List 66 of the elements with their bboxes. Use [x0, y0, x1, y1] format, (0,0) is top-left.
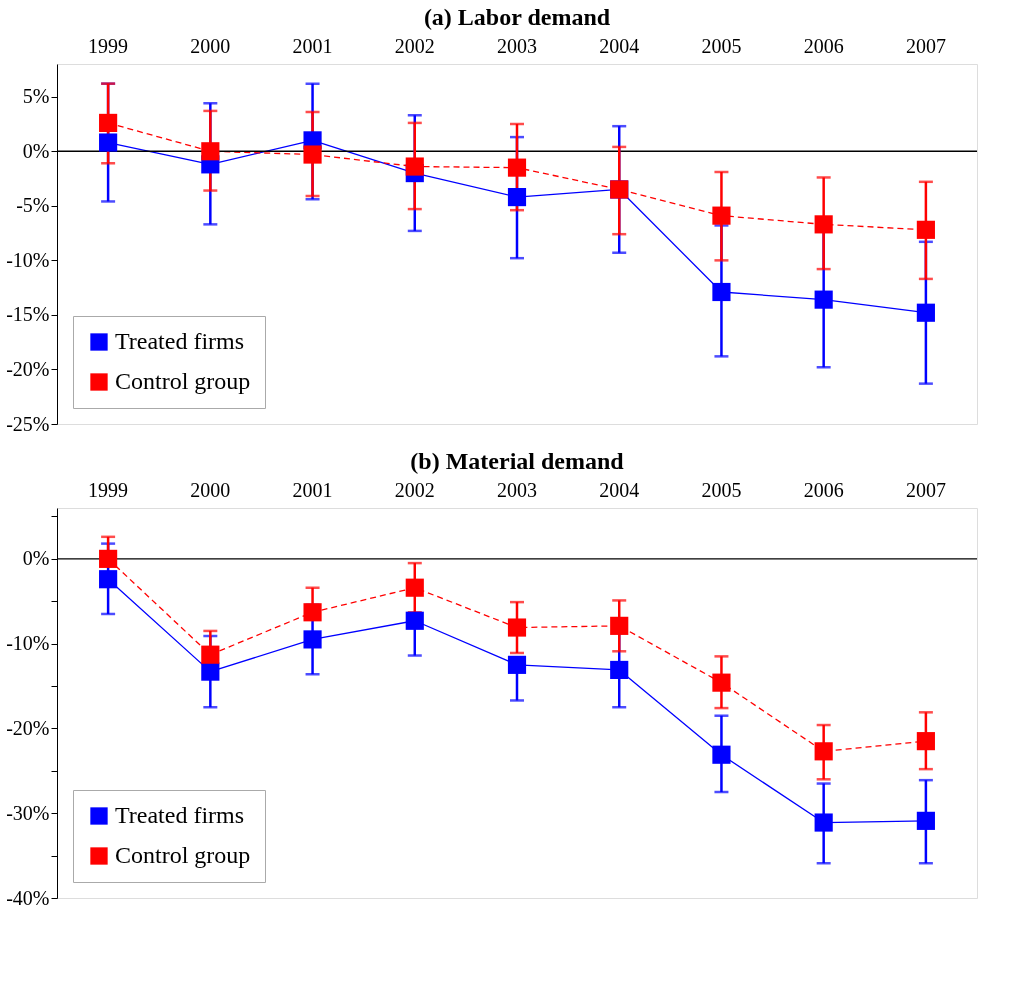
y-tick-label: -20%: [6, 716, 50, 739]
y-tick-label: 0%: [22, 139, 50, 162]
x-tick-label: 2001: [292, 478, 333, 501]
x-tick-label: 1999: [88, 478, 129, 501]
x-tick-label: 2003: [497, 34, 537, 57]
legend-label: Treated firms: [115, 328, 245, 354]
point: [610, 616, 629, 635]
x-tick-label: 2002: [394, 478, 435, 501]
point: [405, 578, 424, 597]
y-tick-label: -10%: [6, 632, 50, 655]
point: [405, 157, 424, 176]
point: [712, 282, 731, 302]
x-tick-label: 2002: [394, 34, 435, 57]
legend-label: Control group: [115, 368, 251, 394]
point: [610, 660, 629, 680]
y-tick-label: -10%: [6, 248, 50, 271]
point: [814, 813, 833, 832]
point: [201, 645, 220, 664]
point: [507, 188, 527, 207]
y-tick-label: -25%: [6, 412, 50, 435]
point: [303, 145, 322, 164]
x-tick-label: 2006: [803, 34, 844, 57]
x-tick-label: 2005: [701, 478, 742, 501]
x-tick-label: 2004: [599, 478, 640, 501]
legend-label: Control group: [115, 842, 251, 868]
x-tick-label: 2004: [599, 34, 640, 57]
y-tick-label: -20%: [6, 357, 50, 380]
y-tick-label: 0%: [22, 547, 50, 570]
x-tick-label: 2000: [190, 34, 231, 57]
point: [303, 603, 322, 622]
point: [712, 745, 731, 764]
point: [814, 215, 833, 234]
chart-title: (b) Material demand: [410, 448, 625, 474]
point: [201, 142, 220, 161]
point: [99, 113, 118, 132]
point: [507, 618, 527, 637]
x-tick-label: 2001: [292, 34, 333, 57]
point: [916, 811, 935, 830]
point: [814, 742, 833, 761]
point: [99, 570, 118, 589]
x-tick-label: 2003: [497, 478, 537, 501]
point: [814, 290, 833, 309]
point: [916, 732, 935, 751]
y-tick-label: -5%: [16, 194, 50, 217]
point: [916, 220, 935, 239]
point: [712, 206, 731, 225]
y-tick-label: -40%: [6, 886, 50, 909]
x-tick-label: 2000: [190, 478, 231, 501]
y-tick-label: -30%: [6, 801, 50, 824]
point: [507, 158, 527, 177]
x-tick-label: 2005: [701, 34, 742, 57]
point: [99, 549, 118, 568]
legend-label: Treated firms: [115, 802, 245, 828]
point: [916, 303, 935, 322]
chart-title: (a) Labor demand: [423, 4, 611, 30]
point: [507, 655, 527, 674]
x-tick-label: 1999: [88, 34, 129, 57]
y-tick-label: 5%: [22, 85, 50, 108]
point: [99, 133, 118, 152]
x-tick-label: 2006: [803, 478, 844, 501]
x-tick-label: 2007: [905, 34, 946, 57]
x-tick-label: 2007: [905, 478, 946, 501]
y-tick-label: -15%: [6, 303, 50, 326]
point: [712, 673, 731, 692]
point: [303, 630, 322, 649]
point: [405, 611, 424, 630]
